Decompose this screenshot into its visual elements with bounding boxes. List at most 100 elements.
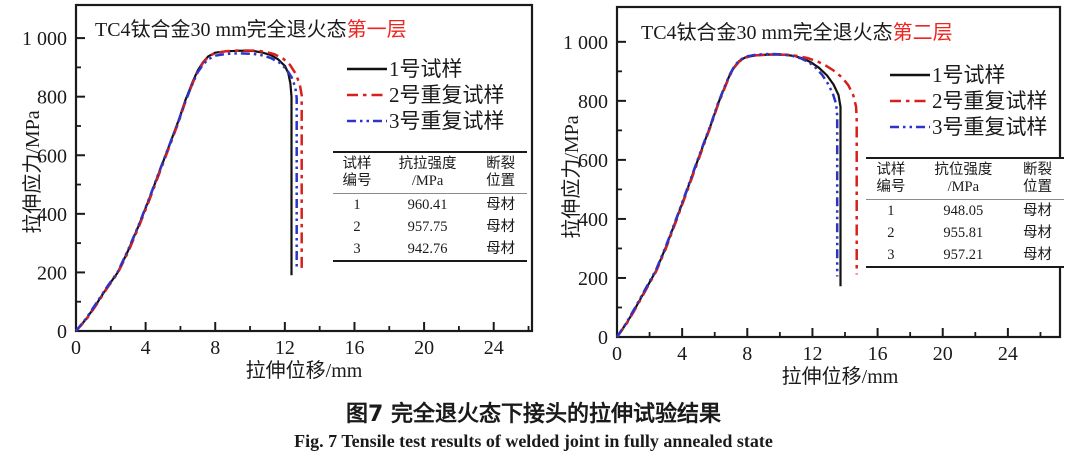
x-tick-label: 4 xyxy=(141,337,151,359)
dash-dot-dot-line-icon xyxy=(890,125,930,129)
cell-fracture: 母材 xyxy=(486,197,516,213)
legend-label: 1号试样 xyxy=(389,57,463,81)
legend-item: 2号重复试样 xyxy=(345,82,505,108)
header-cell-fracture: 断裂 位置 xyxy=(1022,162,1052,195)
x-tick-label: 16 xyxy=(868,343,888,365)
cell-sample-no: 1 xyxy=(353,197,361,213)
legend-item: 3号重复试样 xyxy=(888,114,1048,140)
cell-strength: 955.81 xyxy=(943,225,984,241)
left-y-axis-label: 拉伸应力/MPa xyxy=(22,110,44,234)
y-tick-label: 600 xyxy=(37,145,67,167)
right-chart-title: TC4钛合金30 mm完全退火态第二层 xyxy=(641,16,953,45)
right-legend: 1号试样 2号重复试样 3号重复试样 xyxy=(888,62,1048,140)
cell-fracture: 母材 xyxy=(1022,247,1052,263)
x-tick-label: 24 xyxy=(484,337,504,359)
table-row: 2 957.75 母材 xyxy=(333,216,527,238)
x-tick-label: 20 xyxy=(414,337,434,359)
left-x-axis-label: 拉伸位移/mm xyxy=(245,360,363,382)
cell-fracture: 母材 xyxy=(1022,225,1052,241)
x-tick-label: 0 xyxy=(612,343,622,365)
x-tick-label: 4 xyxy=(677,343,687,365)
right-y-axis-label: 拉伸应力/MPa xyxy=(561,115,583,239)
left-chart-title: TC4钛合金30 mm完全退火态第一层 xyxy=(95,13,407,42)
left-legend: 1号试样 2号重复试样 3号重复试样 xyxy=(345,56,505,134)
header-cell-strength: 抗位强度 /MPa xyxy=(934,162,993,195)
x-tick-label: 0 xyxy=(71,337,81,359)
cell-sample-no: 3 xyxy=(887,247,895,263)
left-results-table: 试样 编号 抗拉强度 /MPa 断裂 位置 1 960.41 母材 2 957.… xyxy=(333,151,527,262)
x-tick-label: 24 xyxy=(998,343,1018,365)
table-row: 3 957.21 母材 xyxy=(866,244,1064,267)
legend-label: 2号重复试样 xyxy=(932,89,1048,113)
legend-item: 1号试样 xyxy=(888,62,1048,88)
y-tick-label: 400 xyxy=(37,204,67,226)
caption-chinese: 图7 完全退火态下接头的拉伸试验结果 xyxy=(346,402,721,427)
left-chart-title-highlight: 第一层 xyxy=(346,19,407,41)
solid-line-icon xyxy=(347,67,387,71)
header-cell-fracture: 断裂 位置 xyxy=(486,156,516,189)
table-row: 1 960.41 母材 xyxy=(333,194,527,217)
plot-border xyxy=(74,3,534,333)
y-tick-label: 0 xyxy=(57,321,67,343)
legend-label: 3号重复试样 xyxy=(389,109,505,133)
legend-label: 2号重复试样 xyxy=(389,83,505,107)
cell-sample-no: 3 xyxy=(353,241,361,257)
cell-fracture: 母材 xyxy=(486,219,516,235)
y-tick-label: 200 xyxy=(37,262,67,284)
cell-fracture: 母材 xyxy=(1022,203,1052,219)
legend-label: 1号试样 xyxy=(932,63,1006,87)
y-tick-label: 400 xyxy=(578,209,608,231)
solid-line-icon xyxy=(890,73,930,77)
y-tick-label: 200 xyxy=(578,268,608,290)
cell-sample-no: 1 xyxy=(887,203,895,219)
cell-sample-no: 2 xyxy=(887,225,895,241)
legend-item: 1号试样 xyxy=(345,56,505,82)
header-cell-strength: 抗拉强度 /MPa xyxy=(398,156,457,189)
cell-fracture: 母材 xyxy=(486,241,516,257)
legend-item: 2号重复试样 xyxy=(888,88,1048,114)
header-cell-sample: 试样 编号 xyxy=(342,156,372,189)
dash-dot-line-icon xyxy=(347,93,387,97)
y-tick-label: 1 000 xyxy=(563,32,608,54)
y-tick-label: 800 xyxy=(578,91,608,113)
curve-1号试样 xyxy=(616,53,842,338)
header-cell-sample: 试样 编号 xyxy=(876,162,906,195)
x-tick-label: 8 xyxy=(742,343,752,365)
dash-dot-line-icon xyxy=(890,99,930,103)
curve-1号试样 xyxy=(75,49,293,332)
cell-strength: 957.75 xyxy=(407,219,448,235)
x-tick-label: 16 xyxy=(344,337,364,359)
cell-strength: 957.21 xyxy=(943,247,984,263)
x-tick-label: 20 xyxy=(933,343,953,365)
left-chart-title-main: TC4钛合金30 mm完全退火态 xyxy=(95,19,347,41)
cell-strength: 948.05 xyxy=(943,203,984,219)
right-results-table: 试样 编号 抗位强度 /MPa 断裂 位置 1 948.05 母材 2 955.… xyxy=(866,157,1064,268)
table-header-row: 试样 编号 抗拉强度 /MPa 断裂 位置 xyxy=(333,152,527,194)
legend-item: 3号重复试样 xyxy=(345,108,505,134)
dash-dot-dot-line-icon xyxy=(347,119,387,123)
table-header-row: 试样 编号 抗位强度 /MPa 断裂 位置 xyxy=(866,158,1064,200)
x-tick-label: 12 xyxy=(275,337,295,359)
legend-label: 3号重复试样 xyxy=(932,115,1048,139)
y-tick-label: 1 000 xyxy=(22,28,67,50)
curve-3号重复试样 xyxy=(615,52,839,338)
cell-sample-no: 2 xyxy=(353,219,361,235)
x-tick-label: 8 xyxy=(210,337,220,359)
curve-3号重复试样 xyxy=(75,52,298,332)
cell-strength: 960.41 xyxy=(407,197,448,213)
right-x-axis-label: 拉伸位移/mm xyxy=(781,366,899,388)
table-row: 3 942.76 母材 xyxy=(333,238,527,261)
cell-strength: 942.76 xyxy=(407,241,448,257)
table-row: 1 948.05 母材 xyxy=(866,200,1064,223)
caption-english: Fig. 7 Tensile test results of welded jo… xyxy=(294,431,773,451)
curve-2号重复试样 xyxy=(615,53,858,338)
y-tick-label: 600 xyxy=(578,150,608,172)
x-tick-label: 12 xyxy=(802,343,822,365)
right-chart-title-main: TC4钛合金30 mm完全退火态 xyxy=(641,22,893,44)
y-tick-label: 800 xyxy=(37,87,67,109)
table-row: 2 955.81 母材 xyxy=(866,222,1064,244)
right-chart-title-highlight: 第二层 xyxy=(892,22,953,44)
